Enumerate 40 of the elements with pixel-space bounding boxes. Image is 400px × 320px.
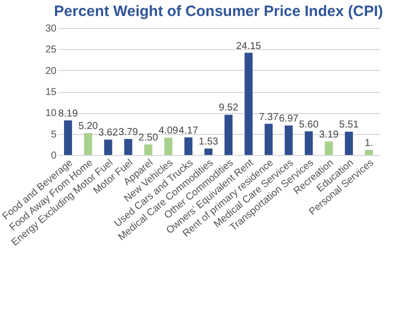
y-tick-label: 20 [45,66,57,77]
data-label: 4.17 [178,125,199,136]
data-label: 3.19 [319,129,340,140]
bar [104,140,112,155]
bar [364,150,373,155]
data-label: 24.15 [236,40,262,52]
data-label: 5.51 [339,120,360,131]
y-tick-label: 30 [45,24,57,34]
bar [64,120,72,155]
bar [304,131,313,155]
y-tick-label: 10 [45,108,57,120]
data-label: 5.60 [299,119,319,130]
data-label: 4.09 [158,126,179,137]
data-label: 1.53 [198,136,219,148]
data-label: 1. [364,138,374,149]
data-label: 7.37 [258,112,279,123]
chart-title: Percent Weight of Consumer Price Index (CPI) [54,3,383,20]
y-tick-label: 0 [50,150,57,162]
bar [344,132,353,155]
data-label: 3.62 [98,128,118,139]
bar [124,138,132,155]
bar [284,125,293,155]
bar [224,114,233,155]
data-label: 5.20 [78,120,98,132]
data-label: 2.50 [138,132,158,144]
bar [244,52,253,155]
bar [324,141,333,155]
bar [184,137,192,155]
data-label: 9.52 [218,102,239,114]
data-label: 3.79 [118,126,138,138]
y-tick-label: 25 [45,44,57,56]
bar [264,124,273,155]
data-label: 6.97 [278,113,299,124]
bar [204,148,212,155]
data-label: 8.19 [58,108,78,120]
bar [84,132,92,155]
y-tick-label: 5 [50,129,57,140]
bar [164,138,172,155]
bar [144,144,152,155]
y-tick-label: 15 [45,87,57,98]
